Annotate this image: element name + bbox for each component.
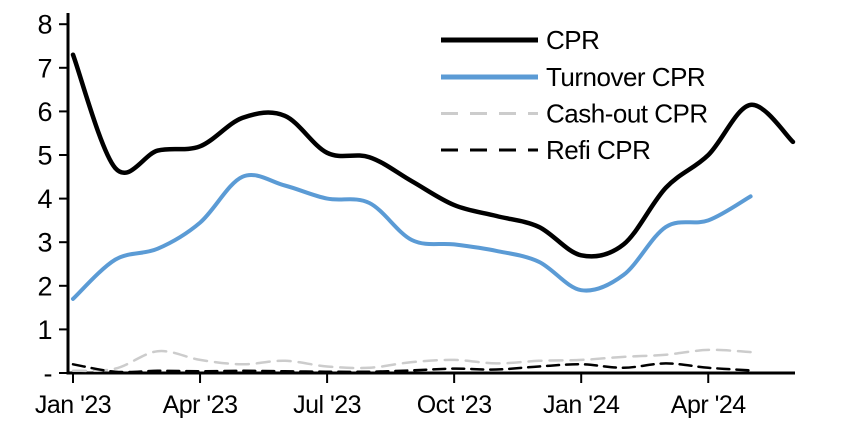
series-line-refi-cpr	[71, 362, 752, 374]
legend-label: Cash-out CPR	[546, 99, 708, 129]
series-lines	[70, 52, 796, 374]
y-tick-label: 1	[37, 315, 52, 345]
y-tick-label: 3	[37, 228, 52, 258]
x-tick-label: Jul '23	[293, 391, 361, 419]
y-tick-label: 2	[37, 271, 52, 301]
legend-label: Refi CPR	[546, 135, 650, 165]
x-tick-label: Jan '24	[543, 391, 620, 419]
legend: CPR Turnover CPR Cash-out CPR Refi CPR	[441, 25, 708, 165]
y-tick-label: 6	[37, 97, 52, 127]
y-tick-label: -	[44, 359, 53, 389]
y-tick-label: 4	[37, 184, 52, 214]
axes	[59, 13, 795, 383]
legend-label: Turnover CPR	[546, 62, 705, 92]
series-line-cpr	[70, 52, 796, 259]
x-tick-label: Apr '23	[163, 391, 238, 419]
y-tick-label: 5	[37, 141, 52, 171]
legend-label: CPR	[546, 25, 599, 55]
series-line-turnover-cpr	[71, 173, 753, 301]
series-line-cash-out-cpr	[71, 348, 752, 373]
x-tick-label: Oct '23	[417, 391, 492, 419]
x-tick-label: Apr '24	[671, 391, 747, 419]
x-axis-labels: Jan '23 Apr '23 Jul '23 Oct '23 Jan '24 Apr '…	[35, 391, 747, 419]
y-tick-label: 8	[37, 10, 52, 40]
legend-item-cash-out-cpr[interactable]: Cash-out CPR	[441, 99, 708, 129]
y-tick-label: 7	[37, 53, 52, 83]
x-tick-label: Jan '23	[35, 391, 111, 419]
y-axis-labels: 8 7 6 5 4 3 2 1 -	[37, 10, 53, 389]
legend-item-cpr[interactable]: CPR	[441, 25, 600, 55]
legend-item-turnover-cpr[interactable]: Turnover CPR	[441, 62, 706, 92]
legend-item-refi-cpr[interactable]: Refi CPR	[441, 135, 651, 165]
